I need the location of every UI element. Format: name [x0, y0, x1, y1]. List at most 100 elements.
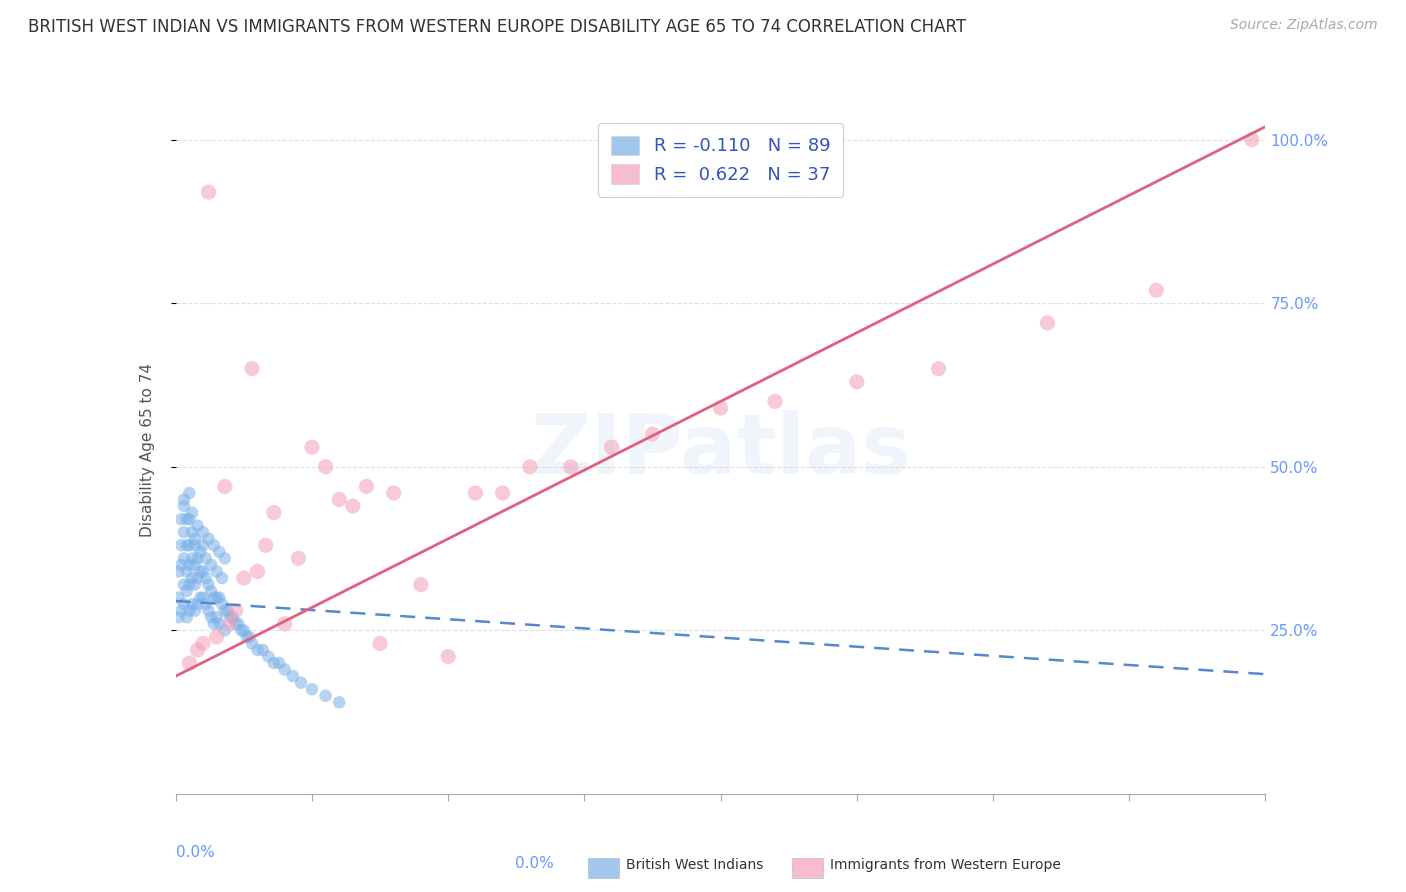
Point [225, 604, 247, 618]
Point [167, 591, 190, 605]
Point [214, 604, 236, 618]
Point [219, 616, 242, 631]
Point [181, 525, 204, 540]
Point [315, 459, 337, 474]
Point [173, 525, 195, 540]
Point [184, 532, 207, 546]
Point [170, 512, 193, 526]
Point [179, 656, 201, 670]
Point [200, 610, 222, 624]
Point [186, 571, 209, 585]
Point [328, 492, 350, 507]
Point [214, 479, 236, 493]
Point [194, 551, 217, 566]
Point [214, 624, 236, 638]
Point [179, 577, 201, 591]
Point [170, 538, 193, 552]
Point [257, 649, 280, 664]
Point [287, 551, 309, 566]
Point [238, 630, 260, 644]
Point [214, 551, 236, 566]
Point [176, 512, 198, 526]
Point [205, 565, 228, 579]
Point [240, 361, 263, 376]
Point [342, 499, 364, 513]
Point [205, 610, 228, 624]
Point [173, 551, 195, 566]
Point [205, 591, 228, 605]
Point [179, 538, 201, 552]
Text: ZIPatlas: ZIPatlas [530, 410, 911, 491]
Point [368, 636, 391, 650]
Point [225, 616, 247, 631]
Point [600, 440, 623, 454]
Point [179, 486, 201, 500]
Point [437, 649, 460, 664]
Point [246, 643, 269, 657]
Point [191, 525, 214, 540]
Point [181, 551, 204, 566]
Point [186, 518, 209, 533]
Y-axis label: Disability Age 65 to 74: Disability Age 65 to 74 [141, 363, 155, 538]
Point [184, 558, 207, 572]
Point [246, 565, 269, 579]
Point [186, 551, 209, 566]
Point [328, 695, 350, 709]
Point [519, 459, 541, 474]
Point [301, 682, 323, 697]
Point [194, 571, 217, 585]
Point [222, 610, 245, 624]
Point [263, 506, 285, 520]
Point [1144, 283, 1167, 297]
Point [231, 624, 253, 638]
Point [235, 630, 257, 644]
Point [191, 565, 214, 579]
Point [186, 643, 209, 657]
Point [197, 185, 219, 199]
Point [173, 492, 195, 507]
Point [252, 643, 274, 657]
Point [301, 440, 323, 454]
Point [382, 486, 405, 500]
Point [179, 558, 201, 572]
Point [208, 591, 231, 605]
Point [188, 565, 211, 579]
Point [211, 597, 233, 611]
Point [176, 565, 198, 579]
Point [356, 479, 378, 493]
Point [228, 616, 250, 631]
Point [202, 591, 225, 605]
Point [176, 538, 198, 552]
Point [1240, 133, 1263, 147]
Point [274, 616, 297, 631]
Point [560, 459, 582, 474]
Point [184, 577, 207, 591]
Point [208, 545, 231, 559]
Text: Source: ZipAtlas.com: Source: ZipAtlas.com [1230, 18, 1378, 32]
Point [179, 604, 201, 618]
Point [208, 616, 231, 631]
Point [176, 610, 198, 624]
Text: 0.0%: 0.0% [176, 846, 215, 861]
Point [191, 591, 214, 605]
Point [217, 604, 239, 618]
Point [179, 512, 201, 526]
Point [191, 538, 214, 552]
Point [181, 506, 204, 520]
Point [167, 565, 190, 579]
Point [188, 591, 211, 605]
Point [281, 669, 304, 683]
Point [170, 558, 193, 572]
Point [254, 538, 277, 552]
Text: Immigrants from Western Europe: Immigrants from Western Europe [830, 858, 1060, 872]
Point [205, 630, 228, 644]
Point [173, 577, 195, 591]
Point [181, 597, 204, 611]
Point [173, 597, 195, 611]
Text: 0.0%: 0.0% [515, 856, 554, 871]
Point [464, 486, 486, 500]
Point [219, 610, 242, 624]
Point [710, 401, 733, 415]
Point [211, 571, 233, 585]
Point [290, 675, 312, 690]
